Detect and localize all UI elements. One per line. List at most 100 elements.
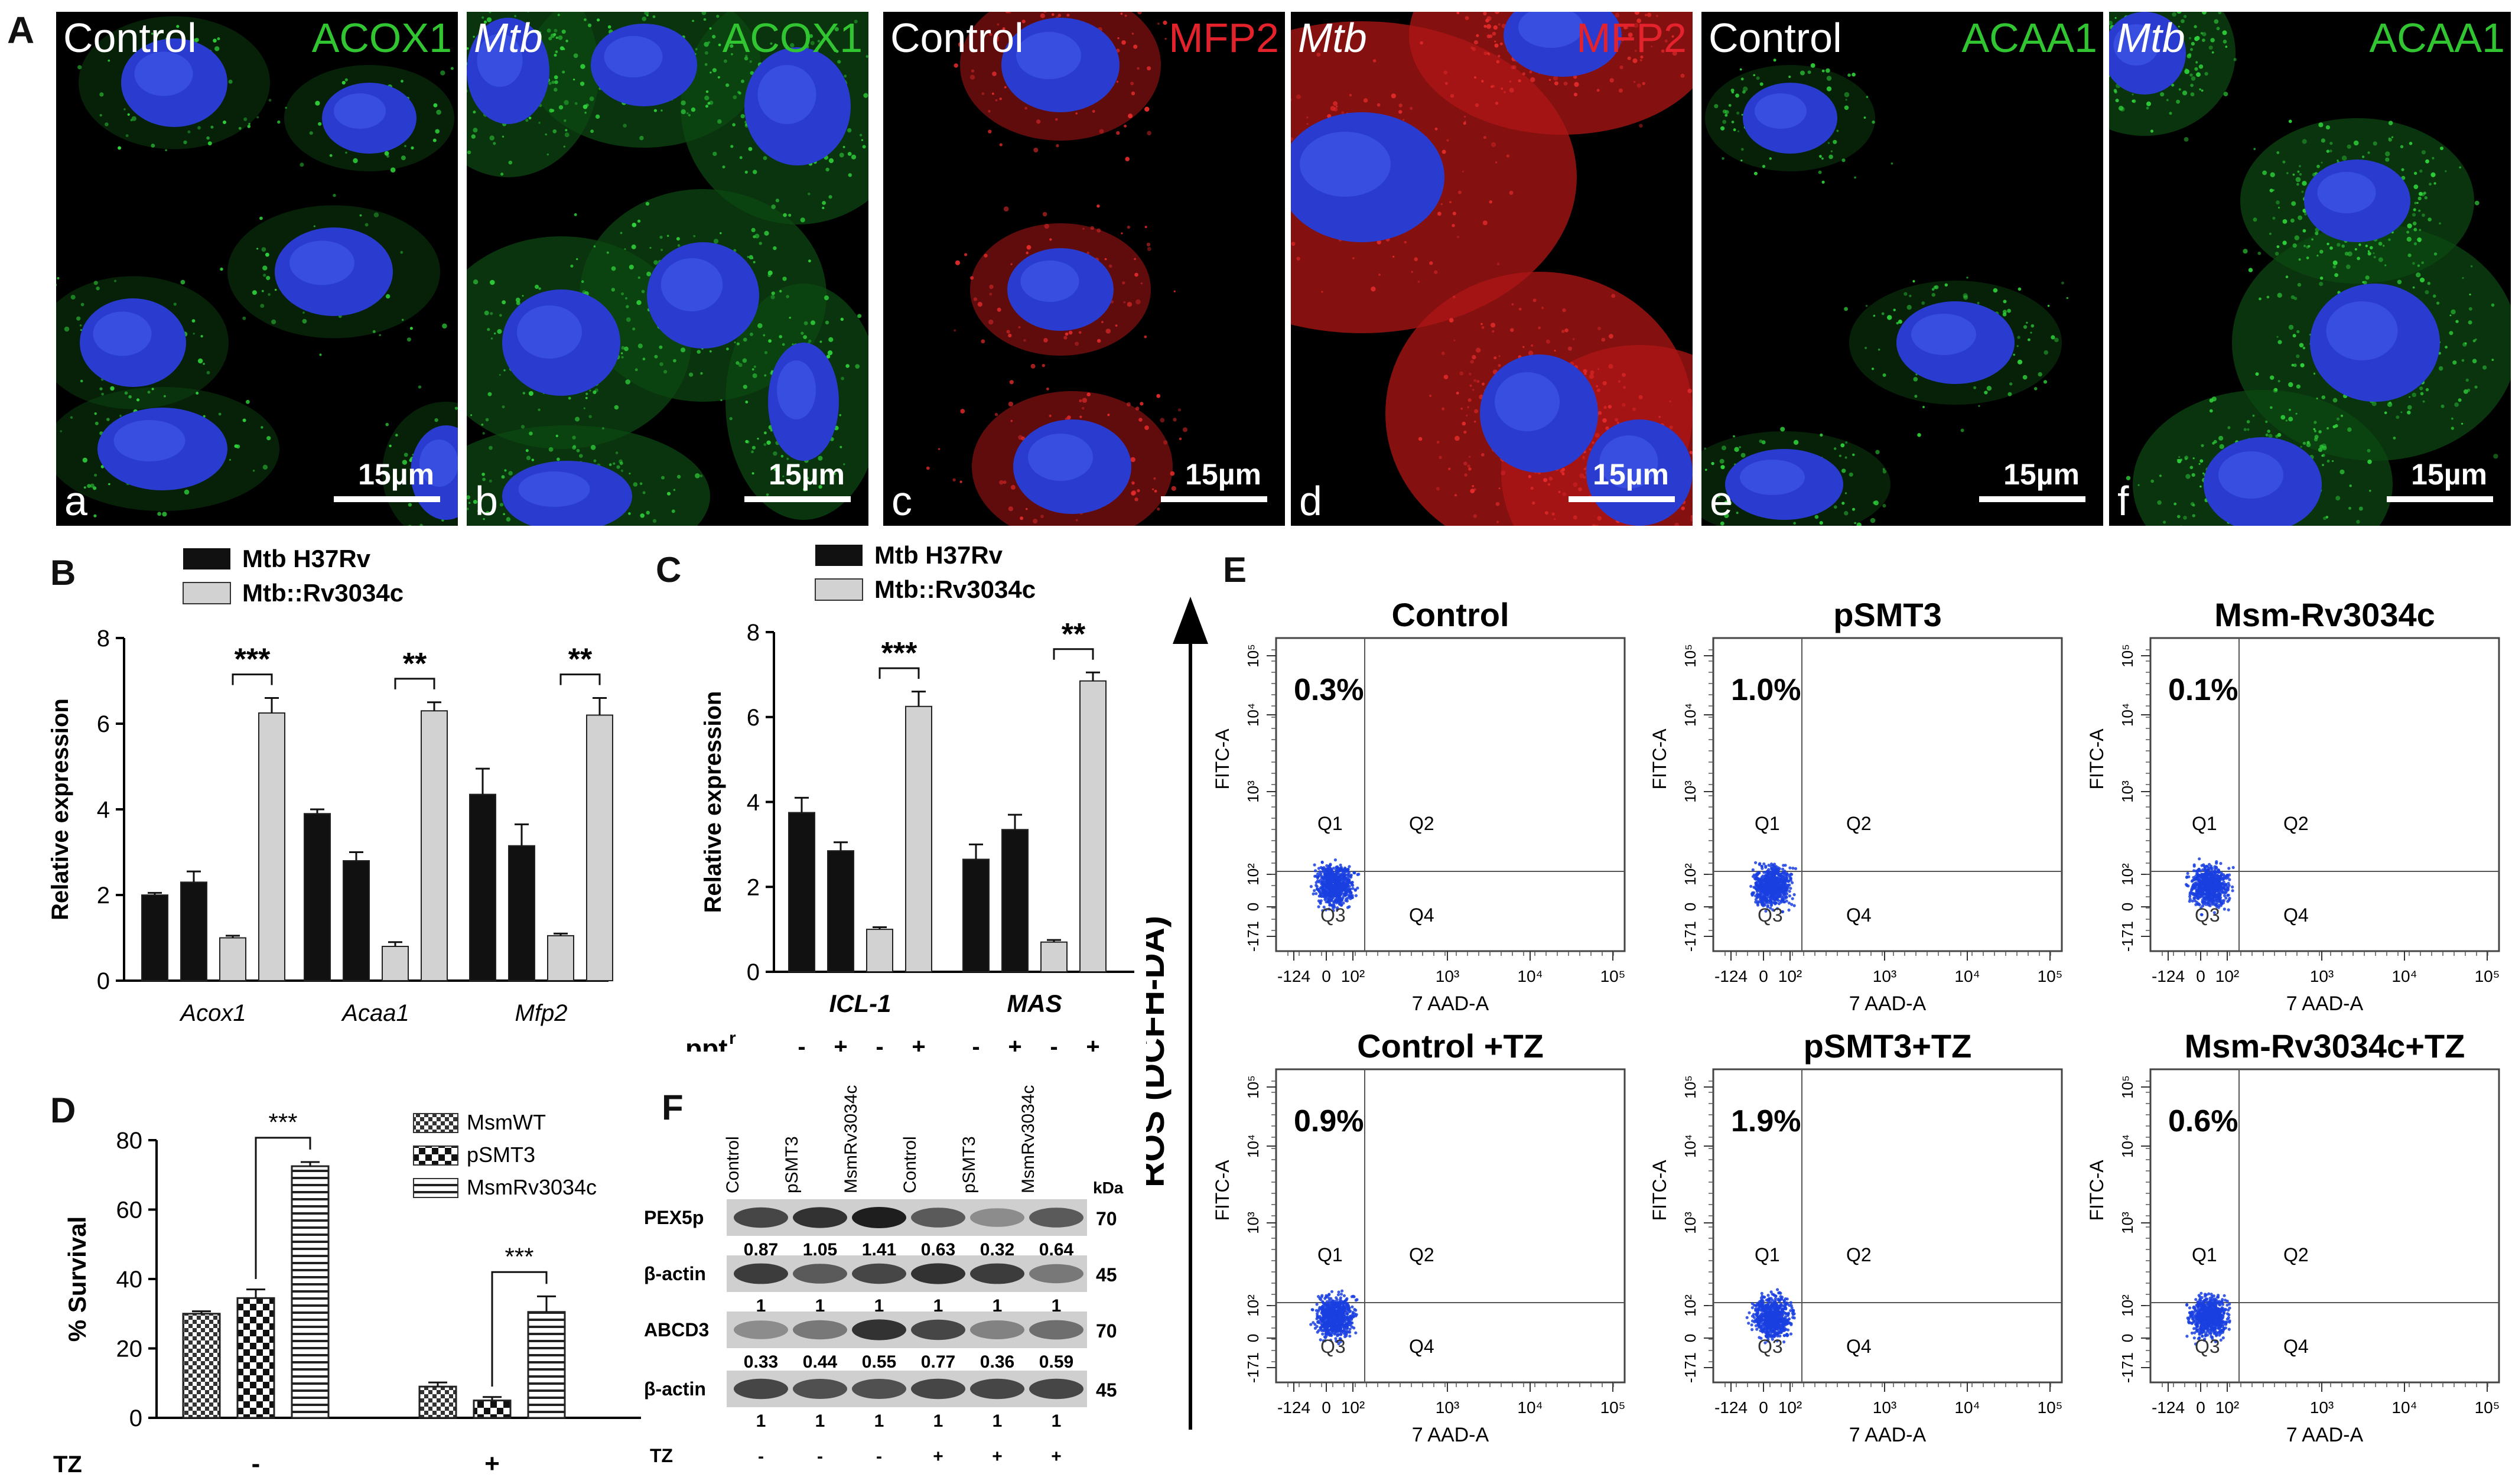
puncta xyxy=(1578,487,1582,492)
puncta xyxy=(2358,506,2363,511)
event-dot xyxy=(1354,894,1358,897)
puncta xyxy=(110,386,115,391)
puncta xyxy=(745,401,749,403)
puncta xyxy=(2208,45,2213,50)
puncta xyxy=(576,258,578,261)
puncta xyxy=(2407,405,2412,410)
puncta xyxy=(2051,335,2055,340)
puncta xyxy=(2412,213,2416,217)
puncta xyxy=(659,236,663,239)
puncta xyxy=(1467,398,1472,402)
puncta xyxy=(1316,52,1321,57)
puncta xyxy=(2293,297,2298,301)
puncta xyxy=(1079,415,1082,418)
puncta xyxy=(660,109,663,112)
puncta xyxy=(2459,166,2462,169)
puncta xyxy=(1154,490,1157,493)
puncta xyxy=(80,302,84,307)
puncta xyxy=(1501,470,1506,476)
puncta xyxy=(1182,427,1188,432)
puncta xyxy=(1498,355,1501,357)
puncta xyxy=(229,458,231,461)
band xyxy=(1029,1320,1083,1340)
puncta xyxy=(467,47,469,50)
puncta xyxy=(2274,388,2278,392)
puncta xyxy=(408,503,412,507)
puncta xyxy=(1065,332,1069,336)
puncta xyxy=(2302,181,2307,186)
puncta xyxy=(2321,454,2324,457)
puncta xyxy=(1530,486,1534,490)
event-dot xyxy=(1339,863,1342,867)
puncta xyxy=(590,129,594,134)
puncta xyxy=(1986,386,1992,391)
puncta xyxy=(1004,86,1007,89)
puncta xyxy=(499,314,502,317)
micrograph-image-f xyxy=(2109,12,2511,526)
puncta xyxy=(1532,298,1537,302)
puncta xyxy=(999,143,1003,147)
puncta xyxy=(302,318,307,324)
quadrant-label: Q3 xyxy=(1320,904,1346,926)
puncta xyxy=(1740,453,1746,458)
puncta xyxy=(2302,229,2306,233)
puncta xyxy=(773,466,779,471)
puncta xyxy=(731,53,733,56)
puncta xyxy=(705,90,709,93)
nucleus-highlight xyxy=(1028,434,1093,481)
nucleus-highlight xyxy=(1020,261,1079,302)
puncta xyxy=(1852,507,1855,511)
puncta xyxy=(136,398,140,402)
event-dot xyxy=(1319,878,1322,882)
event-dot xyxy=(1319,894,1322,897)
puncta xyxy=(2337,243,2341,247)
puncta xyxy=(1464,473,1467,477)
puncta xyxy=(261,426,263,429)
puncta xyxy=(2017,336,2020,339)
puncta xyxy=(1834,447,1837,450)
puncta xyxy=(741,79,744,83)
puncta xyxy=(2329,141,2333,145)
puncta xyxy=(1529,70,1532,74)
puncta xyxy=(964,253,968,256)
puncta xyxy=(2391,136,2394,138)
puncta xyxy=(418,385,422,389)
y-tick-label: 8 xyxy=(97,626,110,652)
nucleus-highlight xyxy=(2317,172,2376,213)
puncta xyxy=(1841,468,1846,473)
tz-label: TZ xyxy=(650,1445,673,1466)
event-dot xyxy=(1324,908,1328,912)
puncta xyxy=(763,443,767,446)
puncta xyxy=(1669,425,1673,429)
ppt-label: ppt xyxy=(685,1033,728,1052)
puncta xyxy=(717,76,720,79)
puncta xyxy=(959,480,962,483)
tz-sign: - xyxy=(876,1447,882,1466)
puncta xyxy=(740,114,745,119)
puncta xyxy=(2190,92,2195,97)
puncta xyxy=(2009,382,2013,386)
lane-label: Control xyxy=(900,1136,920,1193)
quadrant-label: Q2 xyxy=(1409,813,1434,834)
puncta xyxy=(2047,304,2050,307)
puncta xyxy=(1116,131,1120,135)
tz-sign: + xyxy=(1051,1447,1062,1466)
puncta xyxy=(736,361,740,365)
puncta xyxy=(1720,465,1725,470)
puncta xyxy=(1420,41,1423,45)
puncta xyxy=(2257,251,2262,255)
puncta xyxy=(1463,122,1466,125)
label-condition: Control xyxy=(890,15,1024,61)
puncta xyxy=(1335,105,1338,108)
x-tick-label: -124 xyxy=(1277,967,1310,985)
micrograph-f: Mtb ACAA1 f 15µm xyxy=(2109,12,2511,526)
puncta xyxy=(1498,487,1501,490)
puncta xyxy=(2216,27,2220,31)
puncta xyxy=(2191,76,2196,81)
puncta xyxy=(971,69,975,73)
puncta xyxy=(619,461,623,466)
puncta xyxy=(1023,339,1026,342)
puncta xyxy=(989,284,994,289)
puncta xyxy=(489,12,492,14)
